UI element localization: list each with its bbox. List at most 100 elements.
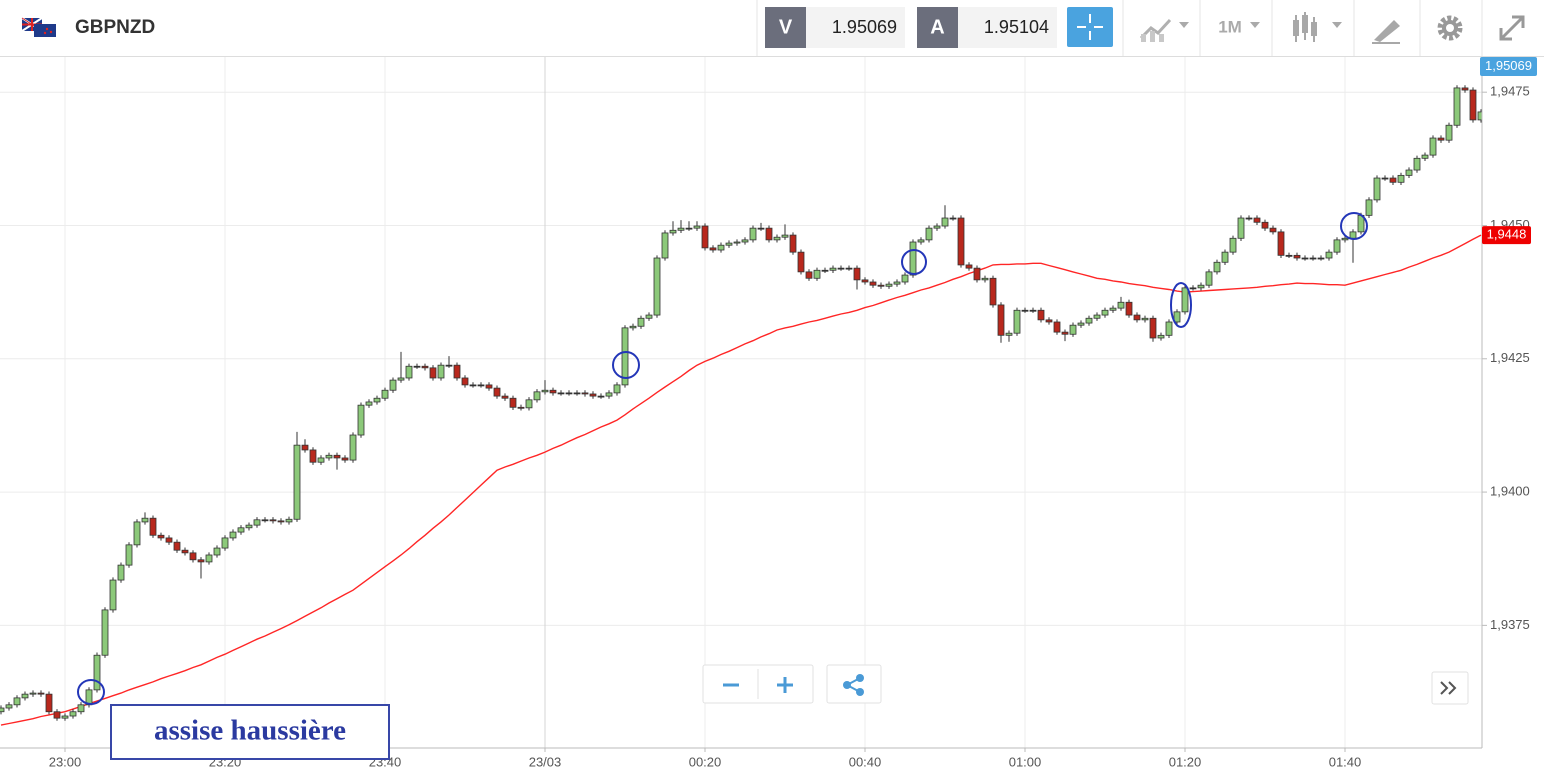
candle-body — [133, 521, 141, 546]
ma-price-tag-label: 1,9448 — [1487, 227, 1527, 242]
symbol: GBPNZD — [75, 17, 155, 38]
candle-body — [221, 537, 229, 549]
candle-body — [1301, 257, 1309, 260]
annotation-box: assise haussière — [110, 704, 390, 760]
x-tick-label: 01:20 — [1169, 754, 1202, 769]
candle-body — [533, 391, 541, 401]
candle-body — [853, 267, 861, 281]
sell-button[interactable]: V 1.95069 — [765, 7, 905, 48]
candle-body — [1061, 331, 1069, 335]
candle-body — [1325, 251, 1333, 259]
candle-body — [389, 379, 397, 391]
candle-body — [69, 711, 77, 717]
candle-body — [1221, 251, 1229, 263]
candle-body — [1421, 154, 1429, 159]
circle — [77, 679, 105, 705]
candle-body — [373, 397, 381, 403]
timeframe-button[interactable]: 1M — [1218, 17, 1260, 36]
candle-body — [661, 232, 669, 259]
timeframe: 1M — [1218, 17, 1242, 36]
chart-type-button[interactable] — [1293, 12, 1342, 42]
candle-body — [789, 234, 797, 253]
candle-body — [525, 399, 533, 409]
sell-label: V — [779, 16, 793, 38]
indicators-button[interactable] — [1139, 18, 1189, 42]
candle-body — [357, 404, 365, 436]
toolbar: GBPNZD V 1.95069 A 1.95104 1M — [0, 0, 1544, 57]
candle-body — [1389, 177, 1397, 183]
candle-body — [893, 281, 901, 285]
zoom-in[interactable] — [777, 677, 793, 693]
candle-body — [677, 227, 685, 231]
fullscreen-button[interactable] — [1499, 15, 1525, 41]
scroll-right-button[interactable] — [1431, 671, 1469, 705]
candle-body — [1429, 137, 1437, 156]
candle-body — [1405, 169, 1413, 176]
draw-button[interactable] — [1372, 20, 1400, 44]
candle-body — [997, 304, 1005, 336]
candle-body — [1101, 309, 1109, 316]
ma-price-tag — [1482, 226, 1531, 245]
y-tick-label: 1,9375 — [1490, 617, 1530, 632]
candle-body — [157, 534, 165, 539]
candle-body — [461, 377, 469, 386]
candle-body — [621, 327, 629, 386]
candle-body — [1013, 309, 1021, 334]
candle-body — [333, 454, 341, 459]
candle-body — [725, 242, 733, 246]
x-tick-label: 00:20 — [689, 754, 722, 769]
candle-body — [773, 236, 781, 241]
candle-body — [989, 277, 997, 306]
circle — [901, 249, 927, 275]
candle-body — [693, 225, 701, 229]
candle-body — [0, 707, 5, 713]
candle-body — [173, 541, 181, 551]
candle-body — [1125, 301, 1133, 316]
flag-icon — [21, 17, 56, 37]
candle-body — [1205, 271, 1213, 286]
candle-body — [365, 401, 373, 406]
candle-body — [765, 227, 773, 241]
candle-body — [405, 365, 413, 379]
annotation-frame — [110, 704, 390, 760]
y-tick-label: 1,9475 — [1490, 84, 1530, 99]
candle-body — [1373, 177, 1381, 201]
x-tick-label: 23:00 — [49, 754, 82, 769]
candle-body — [485, 384, 493, 389]
candle-body — [1413, 157, 1421, 171]
candle-body — [845, 267, 853, 270]
plot-area — [0, 85, 1482, 726]
candle-body — [517, 406, 525, 409]
buy-button[interactable]: A 1.95104 — [917, 7, 1057, 48]
candle-body — [1237, 217, 1245, 239]
candle-body — [501, 395, 509, 399]
candle-body — [741, 239, 749, 243]
candle-body — [1277, 231, 1285, 256]
circle — [1170, 282, 1192, 328]
current-price-tag — [1480, 57, 1537, 76]
candle-body — [949, 217, 957, 220]
candle-body — [1053, 321, 1061, 333]
candle-body — [21, 693, 29, 699]
candle-body — [1397, 174, 1405, 183]
candle-body — [189, 552, 197, 561]
candle-body — [197, 559, 205, 563]
candle-body — [437, 364, 445, 379]
grid — [0, 57, 1482, 748]
candle-body — [1109, 307, 1117, 311]
candle-body — [581, 392, 589, 395]
candle-body — [605, 392, 613, 397]
candle-body — [269, 519, 277, 522]
candle-body — [733, 241, 741, 244]
candle-body — [205, 554, 213, 563]
crosshair-button[interactable] — [1067, 7, 1113, 47]
candle-body — [1261, 221, 1269, 229]
share-button[interactable] — [826, 664, 882, 704]
candle-body — [1229, 237, 1237, 253]
candle-body — [1453, 87, 1461, 126]
candle-body — [29, 692, 37, 695]
candle-body — [589, 393, 597, 397]
settings-button[interactable] — [1437, 15, 1463, 41]
candle-body — [1005, 332, 1013, 336]
